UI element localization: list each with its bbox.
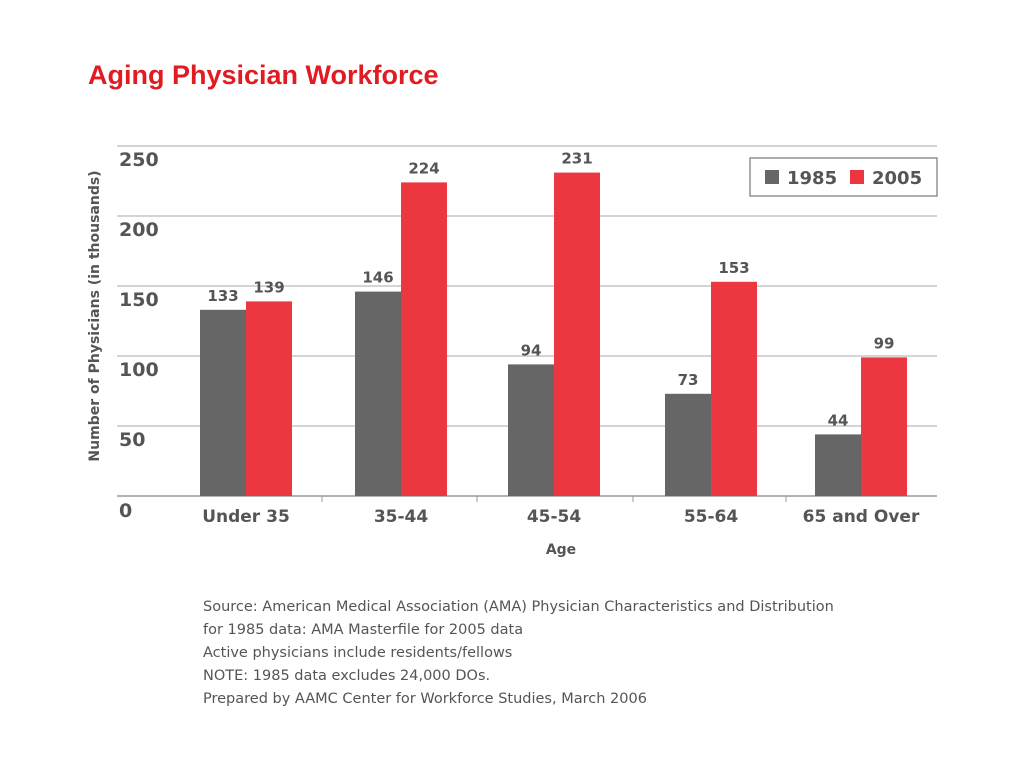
data-label: 94: [521, 341, 542, 359]
y-tick-label: 250: [119, 149, 159, 171]
legend-label-2005: 2005: [872, 168, 922, 189]
bar-2005-1: [401, 182, 447, 496]
bar-1985-3: [665, 393, 711, 496]
y-tick-label: 150: [119, 289, 159, 311]
y-axis-title: Number of Physicians (in thousands): [87, 170, 103, 461]
y-tick-label: 0: [119, 500, 132, 522]
bar-2005-3: [711, 281, 757, 496]
bar-2005-2: [554, 172, 600, 496]
data-label: 73: [678, 371, 699, 389]
y-axis-ticks: 0 50 100 150 200 250: [119, 149, 159, 522]
bar-1985-2: [508, 364, 554, 496]
bar-2005-0: [246, 301, 292, 496]
legend-swatch-1985: [765, 170, 779, 184]
note-line: Prepared by AAMC Center for Workforce St…: [203, 691, 647, 707]
data-label: 153: [718, 259, 749, 277]
x-category-label: 55-64: [684, 507, 739, 527]
bar-1985-1: [355, 291, 401, 496]
legend-swatch-2005: [850, 170, 864, 184]
bar-2005-4: [861, 357, 907, 496]
x-category-label: 65 and Over: [803, 507, 920, 527]
legend-box: [749, 157, 938, 197]
bars: [200, 172, 907, 496]
note-line: NOTE: 1985 data excludes 24,000 DOs.: [203, 668, 491, 684]
y-tick-label: 50: [119, 429, 145, 451]
bar-1985-0: [200, 309, 246, 496]
data-label: 139: [253, 278, 284, 296]
x-category-label: 35-44: [374, 507, 429, 527]
legend-label-1985: 1985: [787, 168, 837, 189]
note-line: Source: American Medical Association (AM…: [203, 599, 834, 615]
x-category-label: 45-54: [527, 507, 582, 527]
y-tick-label: 100: [119, 359, 159, 381]
slide-title: Aging Physician Workforce: [88, 60, 439, 90]
note-line: Active physicians include residents/fell…: [203, 645, 513, 661]
legend: 1985 2005: [749, 157, 938, 197]
data-label: 99: [874, 334, 895, 352]
bar-1985-4: [815, 434, 861, 496]
data-label: 146: [362, 269, 393, 287]
data-label: 133: [207, 287, 238, 305]
data-label: 224: [408, 159, 439, 177]
x-axis-title: Age: [546, 542, 576, 558]
data-labels: 133 139 146 224 94 231 73 153 44 99: [207, 150, 894, 430]
data-label: 44: [828, 411, 849, 429]
x-axis-categories: Under 35 35-44 45-54 55-64 65 and Over: [202, 507, 920, 527]
x-category-label: Under 35: [202, 507, 290, 527]
note-line: for 1985 data: AMA Masterfile for 2005 d…: [203, 622, 524, 638]
data-label: 231: [561, 150, 592, 168]
y-tick-label: 200: [119, 219, 159, 241]
source-notes: Source: American Medical Association (AM…: [203, 596, 834, 711]
